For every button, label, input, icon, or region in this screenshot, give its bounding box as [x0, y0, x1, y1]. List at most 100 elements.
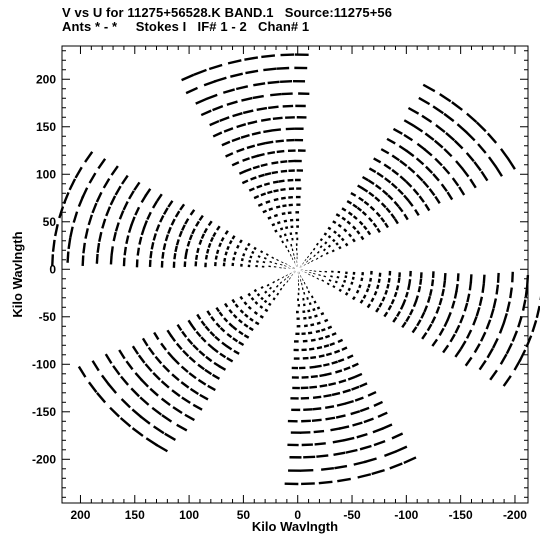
uv-point-arc [321, 467, 335, 471]
uv-point-arc [485, 319, 492, 330]
uv-point-arc [253, 194, 260, 200]
uv-point-arc [381, 189, 389, 196]
uv-point-arc [337, 223, 342, 228]
uv-point-arc [188, 356, 196, 364]
uv-point-arc [518, 349, 527, 362]
uv-point-arc [355, 289, 360, 294]
uv-point-arc [263, 299, 268, 304]
uv-point-arc [312, 407, 322, 411]
uv-point-arc [171, 373, 180, 382]
uv-point-arc [451, 177, 460, 187]
uv-point-arc [361, 210, 367, 216]
uv-point-arc [274, 229, 278, 233]
uv-point-arc [334, 464, 348, 470]
uv-point-arc [325, 352, 333, 357]
uv-point-arc [262, 209, 268, 214]
uv-point-arc [245, 69, 259, 75]
uv-point-arc [281, 276, 285, 279]
uv-point-arc [51, 239, 56, 252]
uv-point-arc [455, 283, 459, 293]
uv-point-arc [131, 345, 140, 355]
uv-point-arc [338, 246, 342, 250]
uv-point-arc [435, 306, 441, 314]
uv-point-arc [405, 149, 415, 158]
uv-point-arc [316, 321, 321, 325]
uv-point-arc [151, 406, 163, 416]
uv-point-arc [109, 406, 121, 418]
uv-point-arc [268, 207, 274, 211]
uv-point-arc [141, 337, 149, 347]
uv-point-arc [243, 323, 249, 328]
uv-point-arc [337, 233, 342, 238]
uv-point-arc [243, 334, 250, 339]
uv-point-arc [416, 319, 422, 327]
uv-point-arc [405, 315, 411, 323]
uv-point-arc [391, 154, 400, 162]
uv-point-arc [407, 166, 416, 174]
uv-point-arc [319, 238, 323, 242]
uv-point-arc [256, 152, 265, 158]
uv-point-arc [430, 279, 435, 287]
uv-point-arc [359, 299, 364, 304]
uv-point-arc [414, 295, 419, 302]
uv-point-arc [233, 349, 240, 355]
uv-point-arc [198, 350, 206, 357]
uv-point-arc [260, 296, 264, 301]
uv-point-arc [212, 131, 223, 138]
uv-point-arc [325, 251, 329, 255]
uv-point-arc [440, 183, 448, 193]
uv-point-arc [189, 209, 196, 216]
uv-point-arc [360, 277, 364, 282]
uv-point-arc [225, 345, 233, 351]
uv-point-arc [267, 216, 272, 220]
uv-point-arc [263, 67, 277, 72]
uv-point-arc [162, 364, 171, 373]
uv-point-arc [442, 344, 450, 354]
uv-point-arc [272, 180, 279, 184]
uv-point-arc [373, 400, 384, 407]
uv-point-arc [315, 257, 319, 260]
uv-point-arc [283, 278, 287, 281]
uv-point-arc [110, 165, 119, 176]
uv-point-arc [345, 448, 358, 454]
uv-point-arc [337, 358, 345, 363]
uv-point-arc [276, 149, 285, 154]
uv-point-arc [430, 316, 437, 324]
uv-point-arc [363, 200, 370, 206]
uv-point-arc [231, 298, 236, 304]
uv-point-arc [351, 296, 356, 301]
uv-point-arc [281, 240, 284, 244]
uv-point-arc [181, 396, 191, 404]
uv-point-arc [112, 365, 121, 376]
uv-point-arc [188, 372, 197, 380]
uv-point-arc [218, 242, 222, 248]
uv-point-arc [214, 335, 221, 342]
uv-point-arc [213, 361, 221, 368]
uv-point-arc [127, 224, 133, 233]
y-axis-label: Kilo Wavlngth [10, 231, 25, 317]
uv-point-arc [173, 253, 177, 260]
uv-point-arc [389, 462, 403, 470]
uv-point-arc [282, 204, 287, 208]
uv-point-arc [285, 226, 289, 230]
uv-point-arc [263, 129, 273, 134]
y-tick-label: -50 [39, 310, 57, 324]
uv-point-arc [226, 245, 230, 251]
uv-point-arc [220, 237, 225, 242]
uv-point-arc [51, 254, 55, 267]
uv-point-arc [499, 148, 510, 160]
uv-point-arc [166, 351, 175, 360]
uv-point-arc [323, 362, 330, 367]
uv-point-arc [209, 236, 214, 243]
chart-title: V vs U for 11275+56528.K BAND.1 Source:1… [62, 5, 393, 20]
uv-point-arc [352, 203, 358, 209]
uv-point-arc [283, 233, 287, 237]
uv-point-arc [416, 142, 426, 151]
uv-point-arc [130, 387, 140, 398]
uv-point-arc [421, 114, 433, 124]
uv-point-arc [110, 246, 114, 256]
uv-point-arc [161, 414, 173, 423]
uv-point-arc [238, 169, 247, 175]
uv-point-arc [226, 357, 234, 363]
uv-point-arc [242, 253, 246, 257]
